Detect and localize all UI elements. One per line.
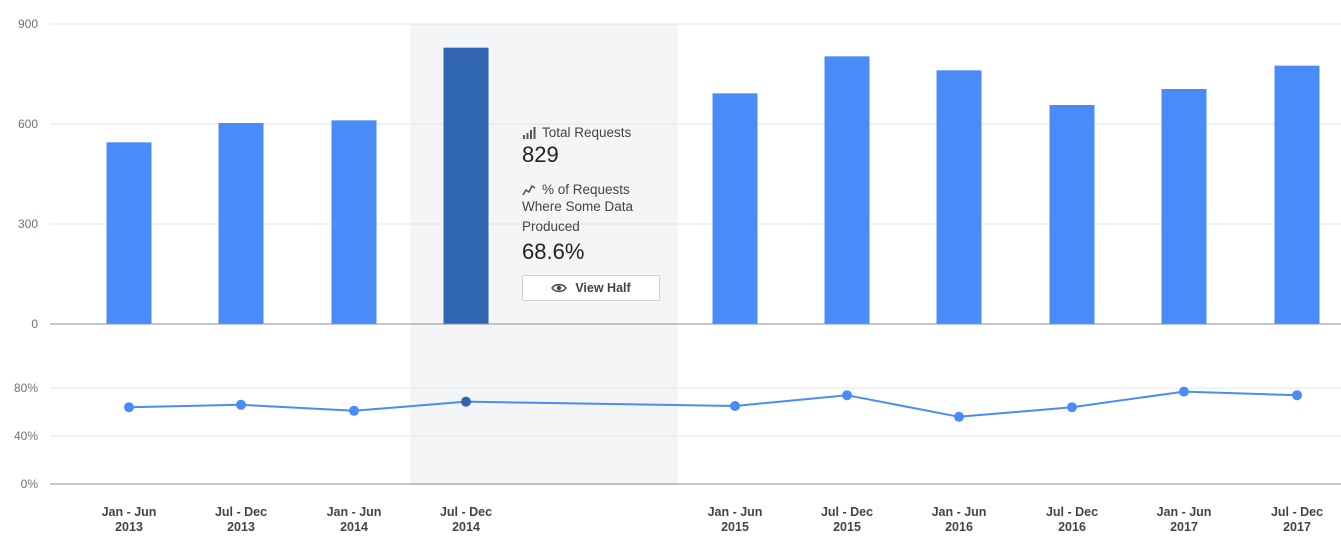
- x-tick-label-year: 2016: [945, 520, 973, 534]
- tooltip-metric2-value: 68.6%: [522, 239, 585, 264]
- x-tick-label-period: Jan - Jun: [327, 505, 382, 519]
- bar[interactable]: [936, 70, 982, 324]
- bar[interactable]: [1274, 65, 1320, 325]
- tooltip-metric1-value: 829: [522, 142, 559, 167]
- top-y-tick-label: 300: [18, 217, 38, 231]
- bar[interactable]: [443, 47, 489, 325]
- line-point[interactable]: [349, 405, 359, 416]
- bar[interactable]: [218, 123, 264, 324]
- x-tick-label-period: Jul - Dec: [1046, 505, 1098, 519]
- x-tick-label-period: Jul - Dec: [215, 505, 267, 519]
- line-point[interactable]: [124, 402, 134, 413]
- line-point[interactable]: [842, 390, 852, 401]
- x-tick-label-year: 2013: [115, 520, 143, 534]
- bar[interactable]: [106, 142, 152, 324]
- tooltip-metric2-label-line3: Produced: [522, 219, 580, 234]
- data-tooltip: Total Requests 829 % of Requests Where S…: [522, 125, 672, 301]
- line-point[interactable]: [1067, 402, 1077, 413]
- x-tick-label-year: 2014: [340, 520, 368, 534]
- x-tick-label-period: Jan - Jun: [1157, 505, 1212, 519]
- percent-line: [128, 390, 1298, 418]
- bottom-y-tick-label: 80%: [14, 381, 38, 395]
- x-tick-label-year: 2015: [833, 520, 861, 534]
- tooltip-metric2-label-line1: % of Requests: [542, 182, 630, 197]
- bar[interactable]: [824, 56, 870, 324]
- view-half-button[interactable]: View Half: [522, 275, 660, 301]
- bar[interactable]: [712, 93, 758, 324]
- x-tick-label-period: Jan - Jun: [708, 505, 763, 519]
- view-half-button-label: View Half: [575, 281, 631, 295]
- tooltip-metric2-label-line2: Where Some Data: [522, 199, 634, 214]
- tooltip-metric1-row: Total Requests: [522, 125, 672, 140]
- bar[interactable]: [1049, 105, 1095, 324]
- top-y-tick-label: 600: [18, 117, 38, 131]
- top-y-tick-label: 0: [31, 317, 38, 331]
- x-tick-label-period: Jul - Dec: [440, 505, 492, 519]
- x-tick-label-period: Jul - Dec: [821, 505, 873, 519]
- x-tick-label-year: 2013: [227, 520, 255, 534]
- bar[interactable]: [1161, 89, 1207, 324]
- tooltip-metric1-label: Total Requests: [542, 125, 632, 140]
- bottom-y-tick-label: 0%: [21, 477, 39, 491]
- x-tick-label-year: 2017: [1283, 520, 1311, 534]
- x-tick-label-period: Jan - Jun: [932, 505, 987, 519]
- line-point[interactable]: [1292, 390, 1302, 401]
- line-point[interactable]: [461, 396, 471, 407]
- line-point[interactable]: [236, 399, 246, 410]
- x-tick-label-year: 2017: [1170, 520, 1198, 534]
- x-tick-label-period: Jul - Dec: [1271, 505, 1323, 519]
- line-point[interactable]: [730, 401, 740, 411]
- line-point[interactable]: [1179, 386, 1189, 397]
- x-tick-label-year: 2015: [721, 520, 749, 534]
- tooltip-metric2-row: % of Requests: [522, 182, 672, 197]
- line-point[interactable]: [954, 411, 964, 422]
- top-y-tick-label: 900: [18, 17, 38, 31]
- trend-line-icon: [522, 184, 536, 195]
- bar[interactable]: [331, 120, 377, 324]
- x-tick-label-year: 2014: [452, 520, 480, 534]
- x-tick-label-period: Jan - Jun: [102, 505, 157, 519]
- x-tick-label-year: 2016: [1058, 520, 1086, 534]
- bottom-y-tick-label: 40%: [14, 429, 38, 443]
- eye-icon: [551, 283, 568, 293]
- bar-chart-icon: [523, 126, 536, 139]
